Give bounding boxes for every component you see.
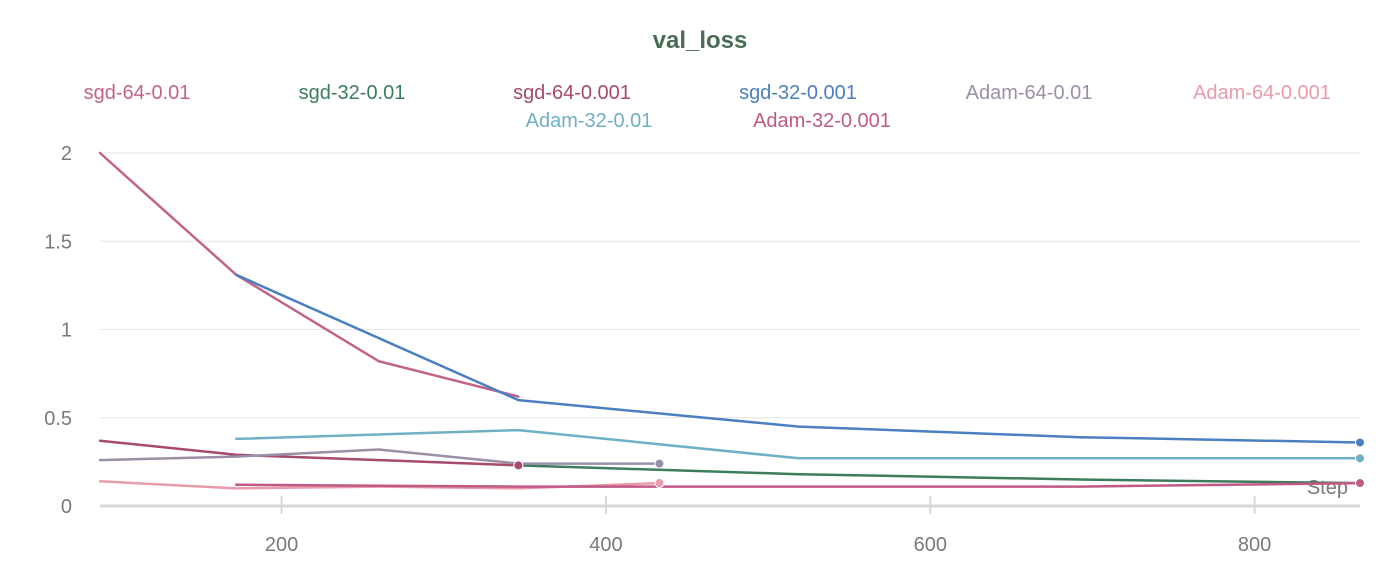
x-tick-label: 600 [914,534,947,556]
y-tick-label: 1.5 [44,231,72,253]
series-line-adam-32-0-001[interactable] [234,481,1362,488]
legend: sgd-64-0.01 sgd-32-0.01 sgd-64-0.001 sgd-32… [84,82,1331,132]
series-end-point-adam-64-0-01[interactable] [654,458,665,469]
grid [100,152,1360,508]
series-lines [98,151,1362,490]
x-tick-label: 200 [265,534,298,556]
series-line-sgd-64-0-01[interactable] [98,151,520,398]
legend-item-adam-64-0-01[interactable]: Adam-64-0.01 [966,82,1093,104]
series-end-point-adam-32-0-001[interactable] [1355,478,1365,489]
y-tick-label: 0 [61,496,72,518]
legend-item-adam-32-0-001[interactable]: Adam-32-0.001 [753,110,891,132]
legend-item-sgd-64-0-001[interactable]: sgd-64-0.001 [513,82,631,104]
y-tick-label: 0.5 [44,408,72,430]
series-end-markers [513,437,1365,489]
legend-item-adam-32-0-01[interactable]: Adam-32-0.01 [526,110,653,132]
series-end-point-sgd-64-0-001[interactable] [513,460,524,471]
x-axis-ticks: 200 400 600 800 [265,496,1271,556]
series-line-adam-64-0-01[interactable] [98,448,661,465]
x-axis-label: Step [1307,477,1348,499]
x-tick-label: 400 [589,534,622,556]
series-line-adam-32-0-01[interactable] [234,428,1362,460]
legend-item-sgd-32-0-001[interactable]: sgd-32-0.001 [739,82,857,104]
x-tick-label: 800 [1238,534,1271,556]
y-axis-ticks: 0 0.5 1 1.5 2 [44,143,72,518]
series-line-sgd-64-0-001[interactable] [98,439,520,467]
chart-title: val_loss [653,27,748,54]
series-end-point-adam-64-0-001[interactable] [654,478,665,489]
series-end-point-adam-32-0-01[interactable] [1355,453,1365,464]
y-tick-label: 2 [61,143,72,165]
series-line-sgd-32-0-01[interactable] [517,464,1362,485]
legend-item-sgd-32-0-01[interactable]: sgd-32-0.01 [299,82,406,104]
series-end-point-sgd-32-0-001[interactable] [1355,437,1365,448]
legend-item-adam-64-0-001[interactable]: Adam-64-0.001 [1193,82,1331,104]
legend-item-sgd-64-0-01[interactable]: sgd-64-0.01 [84,82,191,104]
y-tick-label: 1 [61,320,72,342]
series-line-sgd-32-0-001[interactable] [234,273,1362,444]
